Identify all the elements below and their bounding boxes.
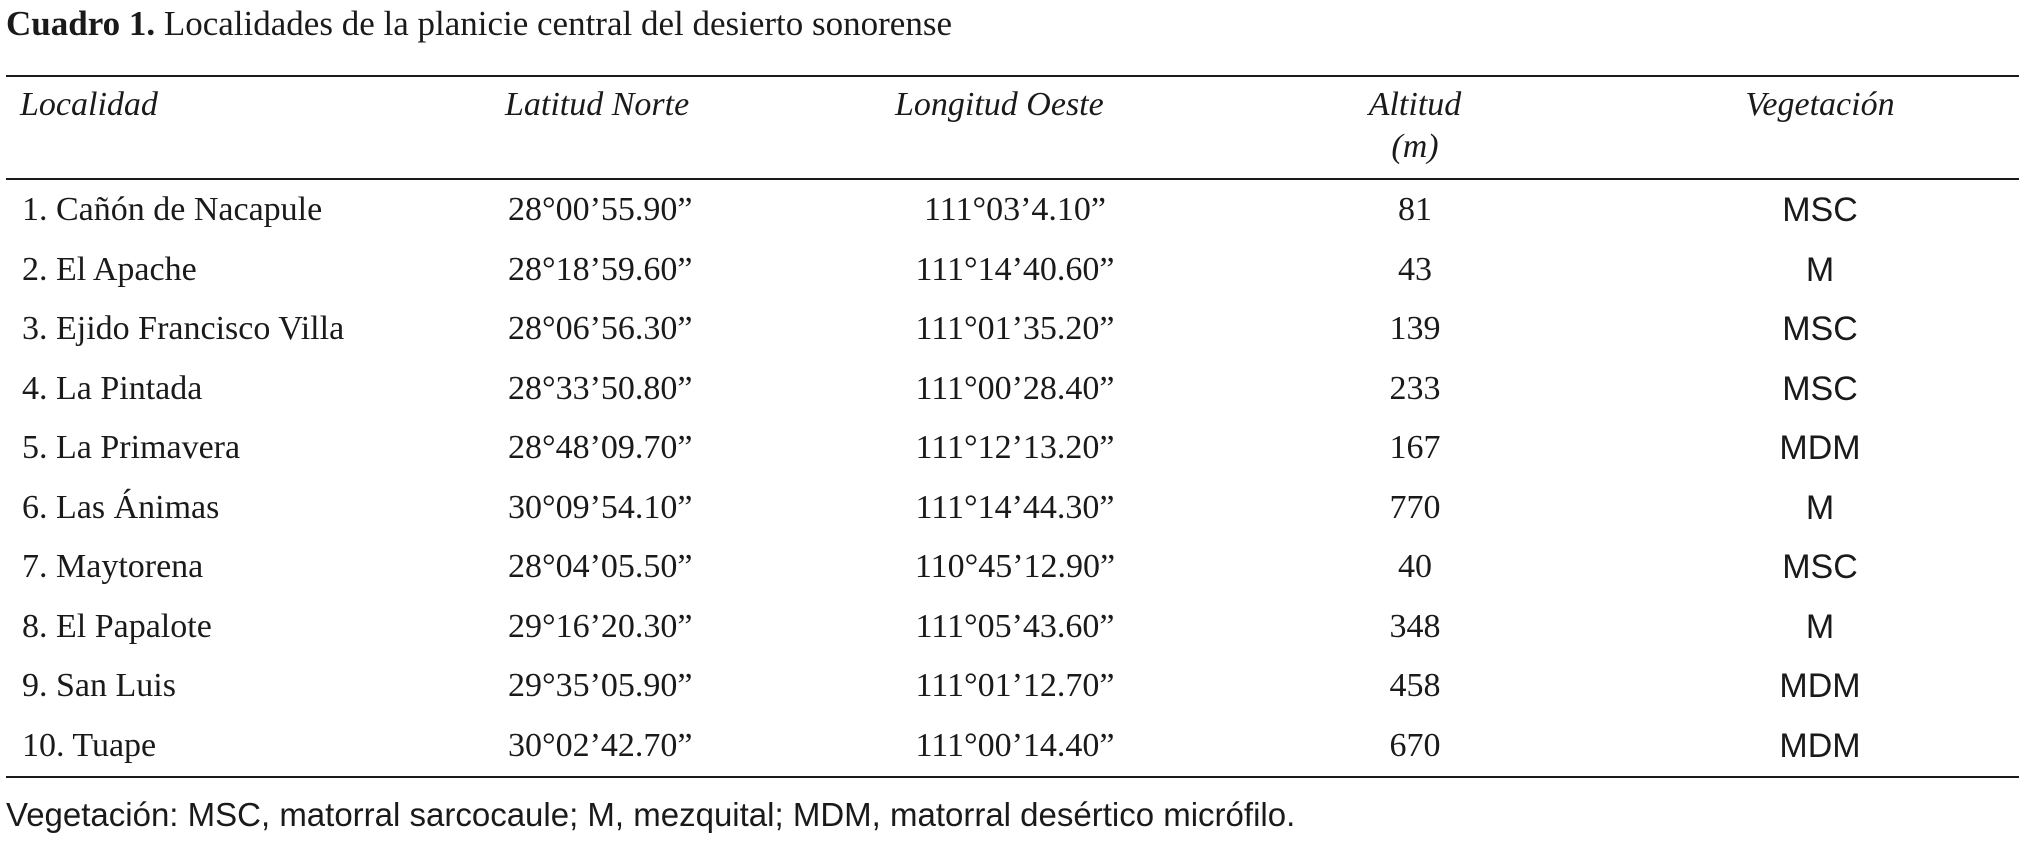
cell-latitud: 28°06’56.30”: [508, 310, 693, 347]
table-row: 4. La Pintada 28°33’50.80” 111°00’28.40”…: [0, 366, 2025, 426]
cell-longitud: 111°00’14.40”: [915, 726, 1115, 764]
cell-vegetacion: MDM: [1779, 429, 1861, 467]
cell-altitud: 43: [1398, 250, 1432, 288]
cell-altitud: 40: [1398, 548, 1432, 585]
table-row: 2. El Apache 28°18’59.60” 111°14’40.60” …: [0, 247, 2025, 307]
cell-latitud: 29°16’20.30”: [508, 607, 693, 645]
cell-vegetacion: MSC: [1782, 548, 1858, 586]
cell-localidad: 9. San Luis: [22, 667, 176, 704]
cell-latitud: 28°04’05.50”: [508, 548, 693, 585]
cell-vegetacion: M: [1805, 250, 1835, 289]
cell-localidad: 8. El Papalote: [22, 607, 212, 645]
cell-altitud: 81: [1398, 191, 1432, 228]
cell-longitud: 111°14’40.60”: [915, 250, 1115, 288]
table-caption: Cuadro 1. Localidades de la planicie cen…: [6, 4, 952, 44]
cell-vegetacion: M: [1805, 488, 1835, 527]
cell-vegetacion: MSC: [1782, 191, 1858, 229]
header-vegetacion: Vegetación: [1745, 86, 1895, 123]
table-row: 1. Cañón de Nacapule 28°00’55.90” 111°03…: [0, 187, 2025, 247]
cell-longitud: 111°01’35.20”: [915, 310, 1115, 347]
table-row: 7. Maytorena 28°04’05.50” 110°45’12.90” …: [0, 544, 2025, 604]
cell-vegetacion: MSC: [1782, 310, 1858, 348]
cell-vegetacion: M: [1805, 607, 1835, 646]
table-body: 1. Cañón de Nacapule 28°00’55.90” 111°03…: [0, 187, 2025, 782]
cell-latitud: 28°48’09.70”: [508, 429, 693, 466]
cell-latitud: 29°35’05.90”: [508, 667, 693, 704]
header-longitud: Longitud Oeste: [895, 86, 1104, 123]
cell-latitud: 28°33’50.80”: [508, 369, 693, 407]
cell-localidad: 6. Las Ánimas: [22, 488, 220, 526]
cell-altitud: 167: [1389, 429, 1441, 466]
cell-vegetacion: MDM: [1779, 726, 1861, 765]
cell-localidad: 5. La Primavera: [22, 429, 241, 466]
cell-latitud: 30°09’54.10”: [508, 488, 693, 526]
cell-localidad: 4. La Pintada: [22, 369, 203, 407]
table-footnote: Vegetación: MSC, matorral sarcocaule; M,…: [6, 796, 1296, 833]
cell-altitud: 139: [1389, 310, 1441, 347]
cell-latitud: 30°02’42.70”: [508, 726, 693, 764]
header-altitud-label: Altitud: [1368, 86, 1462, 123]
table-row: 3. Ejido Francisco Villa 28°06’56.30” 11…: [0, 306, 2025, 366]
caption-label: Cuadro 1.: [6, 4, 156, 43]
header-altitud: Altitud (m): [1315, 84, 1515, 168]
cell-longitud: 111°01’12.70”: [915, 667, 1115, 704]
cell-altitud: 670: [1389, 726, 1441, 764]
cell-localidad: 3. Ejido Francisco Villa: [22, 310, 345, 347]
cell-longitud: 110°45’12.90”: [914, 548, 1116, 585]
cell-vegetacion: MSC: [1782, 369, 1858, 408]
cell-altitud: 233: [1389, 369, 1441, 407]
cell-longitud: 111°03’4.10”: [924, 191, 1106, 228]
cell-altitud: 770: [1389, 488, 1441, 526]
cell-localidad: 1. Cañón de Nacapule: [22, 191, 323, 228]
table-row: 5. La Primavera 28°48’09.70” 111°12’13.2…: [0, 425, 2025, 485]
cell-longitud: 111°05’43.60”: [915, 607, 1115, 645]
cell-altitud: 458: [1389, 667, 1441, 704]
cell-localidad: 10. Tuape: [22, 726, 157, 764]
header-altitud-unit: (m): [1391, 128, 1439, 165]
top-rule: [6, 75, 2019, 77]
cell-latitud: 28°00’55.90”: [508, 191, 693, 228]
header-localidad: Localidad: [20, 86, 158, 123]
cell-longitud: 111°14’44.30”: [915, 488, 1115, 526]
table-row: 8. El Papalote 29°16’20.30” 111°05’43.60…: [0, 604, 2025, 664]
cell-longitud: 111°00’28.40”: [915, 369, 1115, 407]
table-row: 10. Tuape 30°02’42.70” 111°00’14.40” 670…: [0, 723, 2025, 783]
table-row: 6. Las Ánimas 30°09’54.10” 111°14’44.30”…: [0, 485, 2025, 545]
cell-longitud: 111°12’13.20”: [915, 429, 1115, 466]
bottom-rule: [6, 776, 2019, 778]
cell-altitud: 348: [1389, 607, 1441, 645]
caption-text: Localidades de la planicie central del d…: [155, 4, 952, 43]
header-latitud: Latitud Norte: [505, 86, 690, 123]
cell-localidad: 7. Maytorena: [22, 548, 204, 585]
cell-localidad: 2. El Apache: [22, 250, 197, 288]
table-row: 9. San Luis 29°35’05.90” 111°01’12.70” 4…: [0, 663, 2025, 723]
cell-latitud: 28°18’59.60”: [508, 250, 693, 288]
cell-vegetacion: MDM: [1779, 667, 1861, 705]
header-rule: [6, 178, 2019, 180]
